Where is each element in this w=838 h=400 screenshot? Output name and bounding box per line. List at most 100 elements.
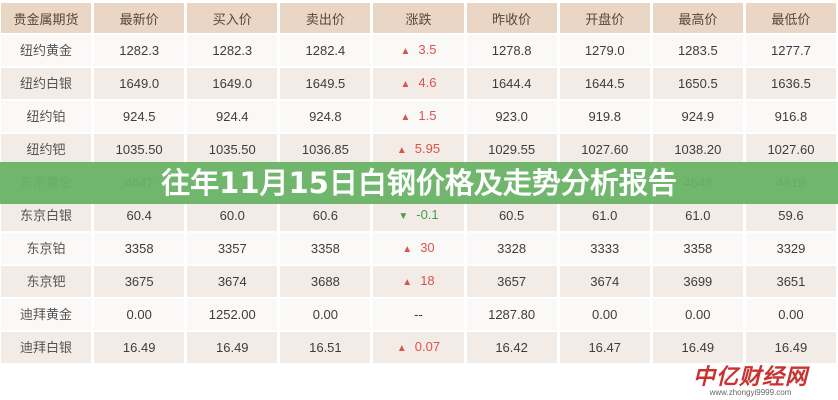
cell-name: 东京白银 (1, 200, 92, 231)
change-value: 18 (420, 273, 435, 288)
cell-high: 1038.20 (652, 134, 743, 165)
table-row: 东京铂 3358 3357 3358 ▲ 30 3328 3333 3358 3329 (1, 233, 836, 264)
table-row: 迪拜黄金 0.00 1252.00 0.00 -- 1287.80 0.00 0.00 0.00 (1, 299, 836, 330)
cell-low: 3329 (745, 233, 836, 264)
column-header: 涨跌 (373, 3, 464, 33)
column-header: 最新价 (94, 3, 185, 33)
column-header: 贵金属期货 (1, 3, 92, 33)
cell-high: 3358 (652, 233, 743, 264)
watermark-url: www.zhongyi9999.com (709, 388, 792, 397)
cell-low: 3651 (745, 266, 836, 297)
arrow-up-icon: ▲ (402, 244, 413, 255)
cell-high: 16.49 (652, 332, 743, 363)
arrow-down-icon: ▼ (398, 211, 409, 222)
table-header-row: 贵金属期货 最新价 买入价 卖出价 涨跌 昨收价 开盘价 最高价 最低价 (1, 3, 836, 33)
cell-open: 16.47 (559, 332, 650, 363)
cell-change: ▼ -0.1 (373, 200, 464, 231)
cell-name: 纽约白银 (1, 68, 92, 99)
cell-high: 61.0 (652, 200, 743, 231)
cell-name: 东京铂 (1, 233, 92, 264)
cell-change: ▲ 18 (373, 266, 464, 297)
arrow-up-icon: ▲ (396, 343, 407, 354)
cell-low: 0.00 (745, 299, 836, 330)
cell-high: 1650.5 (652, 68, 743, 99)
table-row: 纽约铂 924.5 924.4 924.8 ▲ 1.5 923.0 919.8 924.9 916… (1, 101, 836, 132)
arrow-up-icon: ▲ (396, 145, 407, 156)
title-banner: 往年11月15日白钢价格及走势分析报告 (0, 162, 838, 204)
arrow-up-icon: ▲ (402, 277, 413, 288)
cell-ask: 3688 (280, 266, 371, 297)
cell-bid: 16.49 (187, 332, 278, 363)
cell-ask: 60.6 (280, 200, 371, 231)
cell-prev: 60.5 (466, 200, 557, 231)
cell-bid: 1282.3 (187, 35, 278, 66)
cell-low: 16.49 (745, 332, 836, 363)
cell-change: -- (373, 299, 464, 330)
cell-prev: 3657 (466, 266, 557, 297)
cell-bid: 1035.50 (187, 134, 278, 165)
cell-change: ▲ 30 (373, 233, 464, 264)
cell-latest: 1282.3 (94, 35, 185, 66)
cell-name: 纽约铂 (1, 101, 92, 132)
table-row: 纽约黄金 1282.3 1282.3 1282.4 ▲ 3.5 1278.8 1279.0 12… (1, 35, 836, 66)
arrow-up-icon: ▲ (400, 46, 411, 57)
column-header: 开盘价 (559, 3, 650, 33)
watermark-logo: 中亿财经网 (692, 364, 808, 389)
cell-open: 0.00 (559, 299, 650, 330)
cell-ask: 3358 (280, 233, 371, 264)
cell-ask: 1036.85 (280, 134, 371, 165)
table-row: 迪拜白银 16.49 16.49 16.51 ▲ 0.07 16.42 16.47 16.49 1… (1, 332, 836, 363)
table-row: 纽约白银 1649.0 1649.0 1649.5 ▲ 4.6 1644.4 1644.5 16… (1, 68, 836, 99)
cell-name: 纽约钯 (1, 134, 92, 165)
change-value: 30 (420, 240, 435, 255)
cell-high: 924.9 (652, 101, 743, 132)
cell-latest: 0.00 (94, 299, 185, 330)
cell-latest: 3358 (94, 233, 185, 264)
cell-open: 3674 (559, 266, 650, 297)
cell-open: 61.0 (559, 200, 650, 231)
column-header: 买入价 (187, 3, 278, 33)
cell-high: 3699 (652, 266, 743, 297)
change-value: -0.1 (416, 207, 439, 222)
precious-metals-futures-table: 贵金属期货 最新价 买入价 卖出价 涨跌 昨收价 开盘价 最高价 最低价 纽约黄金 1282.3 1… (0, 1, 838, 365)
cell-prev: 1278.8 (466, 35, 557, 66)
column-header: 昨收价 (466, 3, 557, 33)
arrow-up-icon: ▲ (400, 79, 411, 90)
cell-name: 东京钯 (1, 266, 92, 297)
cell-bid: 1252.00 (187, 299, 278, 330)
cell-bid: 3357 (187, 233, 278, 264)
cell-prev: 1029.55 (466, 134, 557, 165)
cell-prev: 923.0 (466, 101, 557, 132)
column-header: 最低价 (745, 3, 836, 33)
cell-change: ▲ 4.6 (373, 68, 464, 99)
cell-prev: 16.42 (466, 332, 557, 363)
cell-change: ▲ 3.5 (373, 35, 464, 66)
watermark: 中亿财经网 www.zhongyi9999.com (689, 365, 812, 398)
cell-latest: 60.4 (94, 200, 185, 231)
cell-ask: 16.51 (280, 332, 371, 363)
cell-low: 1636.5 (745, 68, 836, 99)
change-value: 1.5 (418, 108, 437, 123)
cell-open: 919.8 (559, 101, 650, 132)
cell-bid: 1649.0 (187, 68, 278, 99)
cell-name: 迪拜黄金 (1, 299, 92, 330)
table-row: 纽约钯 1035.50 1035.50 1036.85 ▲ 5.95 1029.55 1027… (1, 134, 836, 165)
change-value: 0.07 (414, 339, 441, 354)
cell-low: 1027.60 (745, 134, 836, 165)
cell-latest: 16.49 (94, 332, 185, 363)
cell-ask: 1649.5 (280, 68, 371, 99)
arrow-up-icon: ▲ (400, 112, 411, 123)
column-header: 卖出价 (280, 3, 371, 33)
cell-latest: 3675 (94, 266, 185, 297)
table-row: 东京钯 3675 3674 3688 ▲ 18 3657 3674 3699 3651 (1, 266, 836, 297)
cell-high: 1283.5 (652, 35, 743, 66)
cell-ask: 924.8 (280, 101, 371, 132)
cell-open: 3333 (559, 233, 650, 264)
change-value: 5.95 (414, 141, 441, 156)
cell-low: 916.8 (745, 101, 836, 132)
cell-latest: 1649.0 (94, 68, 185, 99)
cell-low: 1277.7 (745, 35, 836, 66)
cell-prev: 1644.4 (466, 68, 557, 99)
cell-bid: 924.4 (187, 101, 278, 132)
cell-latest: 1035.50 (94, 134, 185, 165)
